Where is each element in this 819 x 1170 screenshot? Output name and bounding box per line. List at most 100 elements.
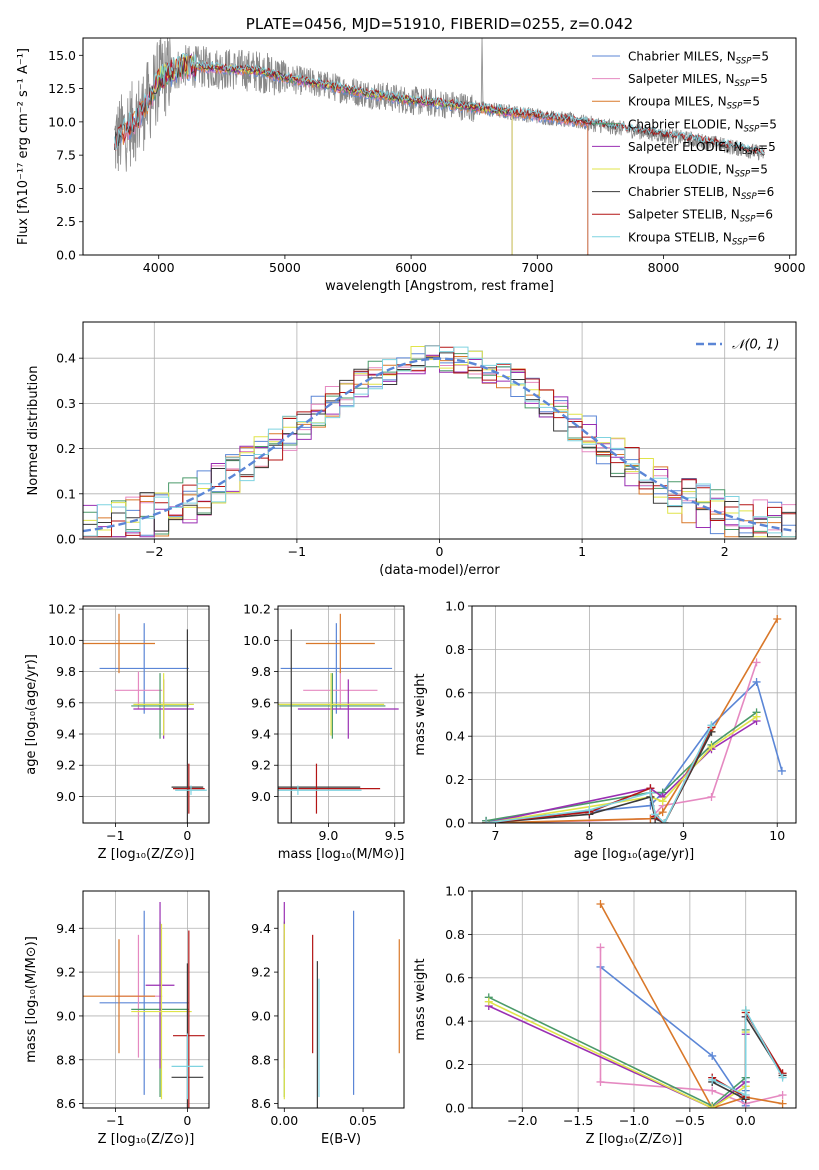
y-tick-label: 9.0 (56, 1008, 76, 1023)
y-tick-label: 8.8 (56, 1052, 76, 1067)
y-tick-label: 9.2 (56, 965, 76, 980)
errorbar-kroupa-stelib (278, 785, 362, 795)
y-tick-label: 9.6 (251, 695, 271, 710)
weight-point-kroupa-miles (596, 900, 605, 909)
axes-frame (82, 890, 210, 1109)
weight-point-chabrier-miles (777, 766, 786, 775)
legend-label-normal: 𝒩(0, 1) (732, 338, 779, 353)
weight-point-salpeter-miles (596, 943, 605, 952)
spectrum-legend: Chabrier MILES, NSSP=5 Salpeter MILES, NS… (592, 50, 777, 247)
y-tick-label: 9.0 (251, 1008, 271, 1023)
x-tick-label: −1 (288, 544, 306, 559)
legend-label-chabrier-miles: Chabrier MILES, NSSP=5 (628, 50, 769, 67)
histogram-kroupa-elodie (83, 346, 796, 538)
plot-marks (484, 900, 787, 1108)
panel-mass-vs-EBV: 0.00 0.05 8.6 8.8 9.0 9.2 9.4 E(B-V) (251, 890, 405, 1147)
errorbar-salpeter-stelib (278, 763, 381, 814)
legend-label-salpeter-stelib: Salpeter STELIB, NSSP=6 (628, 208, 773, 225)
panel-age-vs-mass: 9.0 9.5 9.0 9.2 9.4 9.6 9.8 10.0 10.2 mass [log₁₀… (243, 602, 405, 862)
errorbar-salpeter-stelib (173, 930, 205, 1108)
plot-area (83, 891, 209, 1108)
y-tick-label: 0.4 (445, 1014, 465, 1029)
errorbar-chabrier-elodie (279, 673, 386, 739)
histogram-chabrier-miles (83, 350, 796, 538)
y-tick-label: 8.6 (56, 1096, 76, 1111)
weight-point-salpeter-miles (708, 1086, 717, 1095)
weight-point-kroupa-miles (773, 615, 782, 624)
y-tick-label: 9.0 (251, 789, 271, 804)
x-tick-label: 2 (721, 544, 729, 559)
panel-spectrum: 4000 5000 6000 7000 8000 9000 0.0 2.5 5.0 7.5 10.0… (16, 15, 806, 294)
errorbar-chabrier-miles (99, 910, 189, 1095)
y-tick-label: 15.0 (48, 48, 76, 63)
weight-point-kroupa-stelib (646, 788, 655, 797)
weight-line-kroupa-miles (599, 903, 783, 1108)
y-tick-label: 10.2 (48, 602, 76, 617)
x-axis-label: E(B-V) (321, 1132, 361, 1147)
errorbar-chabrier-stelib (278, 629, 361, 823)
y-tick-label: 9.0 (56, 789, 76, 804)
panel-mass-vs-Z: −1 0 8.6 8.8 9.0 9.2 9.4 Z [log₁₀(Z/Z⊙)] mass [l… (24, 890, 210, 1147)
y-tick-label: 0.4 (56, 351, 76, 366)
histogram-kroupa-stelib (83, 345, 796, 538)
weight-point-kroupa-stelib (651, 810, 660, 819)
x-tick-label: 5000 (269, 260, 301, 275)
y-axis-label: Flux [fλ10⁻¹⁷ erg cm⁻² s⁻¹ A⁻¹] (16, 48, 31, 245)
y-tick-label: 0.6 (445, 685, 465, 700)
plot-marks (114, 38, 765, 255)
errorbar-kroupa-miles (83, 939, 155, 1054)
axes-frame (277, 605, 405, 824)
y-tick-label: 0.4 (445, 729, 465, 744)
x-tick-label: 1 (578, 544, 586, 559)
plot-area (278, 891, 404, 1108)
errorbar-kroupa-stelib (175, 785, 207, 795)
x-axis-label: (data-model)/error (379, 563, 500, 578)
weight-point-kroupa-elodie (708, 1104, 717, 1108)
x-tick-label: 0 (183, 828, 191, 843)
errorbar-salpeter-elodie (297, 679, 399, 739)
plot-marks (83, 613, 207, 823)
weight-point-chabrier-miles (752, 677, 761, 686)
weight-point-kroupa-stelib (708, 1075, 717, 1084)
weight-point-kroupa-elodie (707, 743, 716, 752)
x-tick-label: 8 (585, 828, 593, 843)
plot-marks (83, 345, 796, 538)
y-tick-label: 1.0 (445, 884, 465, 899)
errorbar-salpeter-miles (303, 671, 378, 710)
y-tick-label: 1.0 (445, 599, 465, 614)
x-tick-label: 9000 (774, 260, 806, 275)
chart-title: PLATE=0456, MJD=51910, FIBERID=0255, z=0… (246, 15, 633, 33)
model-kroupa-stelib (114, 52, 765, 155)
axes-frame (82, 37, 797, 256)
y-tick-label: 12.5 (48, 81, 76, 96)
y-tick-label: 10.0 (243, 633, 271, 648)
errorbar-salpeter-miles (114, 671, 163, 710)
y-tick-label: 9.2 (251, 758, 271, 773)
x-tick-label: −2.0 (507, 1113, 537, 1128)
weight-point-kroupa-stelib (482, 819, 491, 823)
y-tick-label: 0.6 (445, 970, 465, 985)
legend-label-kroupa-elodie: Kroupa ELODIE, NSSP=5 (628, 163, 768, 180)
y-tick-label: 0.1 (56, 486, 76, 501)
x-axis-label: Z [log₁₀(Z/Z⊙)] (586, 1132, 683, 1147)
errorbar-chabrier-miles (99, 623, 189, 714)
x-tick-label: 0.05 (349, 1113, 377, 1128)
x-tick-label: −1 (106, 828, 124, 843)
weight-line-kroupa-stelib (711, 1010, 784, 1097)
errorbar-salpeter-elodie (145, 901, 175, 1069)
y-tick-label: 9.8 (251, 664, 271, 679)
y-axis-label: age [log₁₀(age/yr)] (24, 654, 39, 775)
y-tick-label: 9.2 (56, 758, 76, 773)
panel-mass-weight-vs-age: 7 8 9 10 0.0 0.2 0.4 0.6 0.8 1.0 age [log₁₀(age/yr… (413, 599, 797, 862)
x-tick-label: 10 (769, 828, 785, 843)
axes-frame (471, 890, 797, 1109)
y-tick-label: 9.4 (251, 727, 271, 742)
y-axis-label: mass [log₁₀(M/M⊙)] (24, 936, 39, 1063)
y-tick-label: 2.5 (56, 214, 76, 229)
y-tick-label: 8.6 (251, 1096, 271, 1111)
x-tick-label: 0 (183, 1113, 191, 1128)
errorbar-kroupa-miles (83, 613, 155, 674)
residual-legend: 𝒩(0, 1) (696, 338, 779, 353)
errorbar-chabrier-miles (280, 623, 393, 714)
x-tick-label: 9.5 (385, 828, 405, 843)
